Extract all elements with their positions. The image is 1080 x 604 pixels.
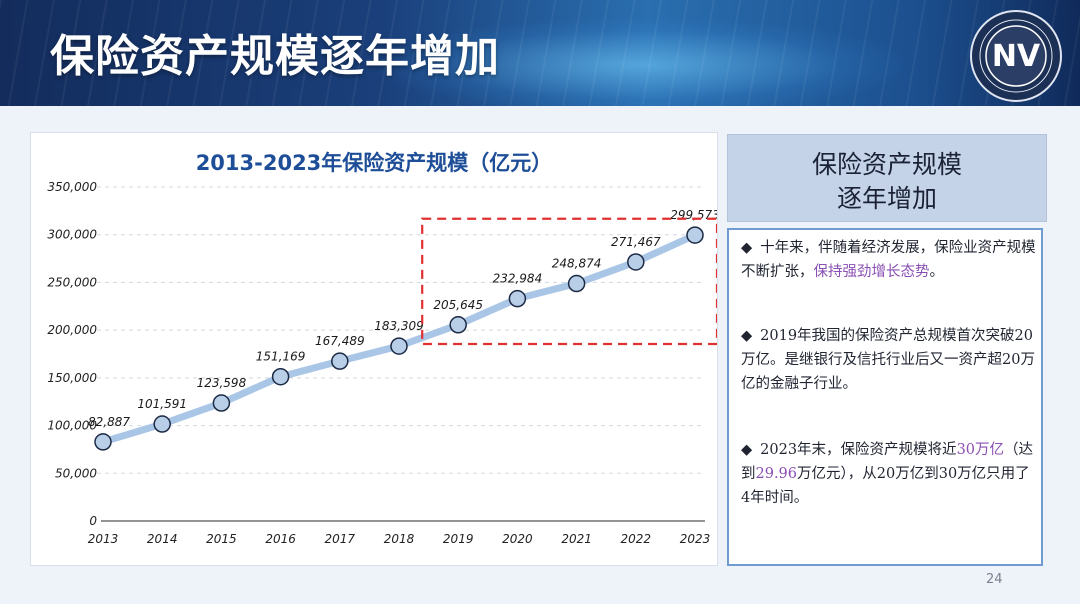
header-banner (0, 0, 1080, 106)
data-point (331, 352, 349, 370)
diamond-bullet-icon: ◆ (741, 328, 753, 344)
data-point (271, 367, 290, 386)
data-point (686, 226, 704, 244)
line-chart: 0 50,000 100,000 150,000 200,000 250,000 300,0… (47, 180, 717, 546)
data-point (508, 289, 527, 308)
y-tick-label: 100,000 (47, 419, 97, 433)
bullet-3-mid: （达到 (741, 442, 1034, 482)
data-point (212, 394, 231, 412)
diamond-bullet-icon: ◆ (741, 240, 753, 256)
data-label: 205,645 (433, 298, 483, 312)
diamond-bullet-icon: ◆ (741, 442, 753, 458)
data-label: 167,489 (315, 334, 365, 348)
x-tick-label: 2016 (265, 532, 296, 546)
data-label: 299,573 (670, 208, 717, 222)
x-tick-label: 2019 (443, 532, 474, 546)
data-label: 248,874 (552, 257, 602, 271)
bullet-1-text: 十年来，伴随着经济发展，保险业资产规模不断扩张， (741, 240, 1036, 280)
data-point (449, 316, 467, 334)
page-number: 24 (986, 572, 1003, 587)
y-tick-label: 150,000 (47, 371, 97, 385)
data-label: 101,591 (137, 397, 187, 411)
bullet-list: ◆ 十年来，伴随着经济发展，保险业资产规模不断扩张，保持强劲增长态势。 ◆ 2019… (727, 228, 1043, 566)
data-point (627, 253, 645, 271)
banner-glow (380, 20, 900, 106)
y-tick-label: 350,000 (47, 180, 97, 194)
y-tick-label: 200,000 (47, 323, 97, 337)
y-tick-label: 0 (89, 514, 97, 528)
x-tick-label: 2018 (384, 532, 415, 546)
bullet-2-text: 2019年我国的保险资产总规模首次突破20万亿。是继银行及信托行业后又一资产超2… (741, 328, 1035, 392)
x-tick-label: 2014 (147, 532, 178, 546)
side-heading-line-1: 保险资产规模 (811, 150, 962, 179)
side-heading-box: 保险资产规模 逐年增加 (727, 134, 1047, 222)
logo-letters: NV (992, 39, 1041, 74)
data-point (153, 415, 171, 433)
banner-texture (0, 0, 1080, 106)
data-point (567, 274, 586, 293)
x-tick-label: 2023 (680, 532, 711, 546)
y-tick-label: 250,000 (47, 275, 97, 289)
data-label: 151,169 (256, 350, 306, 364)
x-tick-label: 2013 (88, 532, 119, 546)
data-label: 183,309 (374, 319, 424, 333)
y-tick-label: 300,000 (47, 228, 97, 242)
x-tick-label: 2015 (206, 532, 237, 546)
x-tick-label: 2021 (561, 532, 592, 546)
institute-logo: NV (970, 10, 1062, 102)
y-tick-label: 50,000 (55, 466, 97, 480)
side-heading-line-2: 逐年增加 (836, 184, 937, 213)
x-tick-label: 2022 (621, 532, 652, 546)
chart-title: 2013-2023年保险资产规模（亿元） (195, 151, 553, 175)
bullet-item-1: ◆ 十年来，伴随着经济发展，保险业资产规模不断扩张，保持强劲增长态势。 (741, 236, 1037, 284)
bullet-3-text: 2023年末，保险资产规模将近 (760, 442, 957, 458)
data-point (94, 433, 112, 451)
page-title: 保险资产规模逐年增加 (50, 31, 500, 82)
x-tick-label: 2017 (325, 532, 356, 546)
bullet-3-highlight-2: 29.96 (755, 466, 798, 482)
data-label: 123,598 (197, 376, 247, 390)
x-tick-label: 2020 (502, 532, 533, 546)
data-point (390, 337, 408, 355)
chart-panel: 2013-2023年保险资产规模（亿元） 0 50,000 100,000 150,0… (30, 132, 718, 566)
bullet-1-end: 。 (929, 264, 945, 280)
bullet-1-highlight: 保持强劲增长态势 (813, 264, 930, 280)
bullet-item-2: ◆ 2019年我国的保险资产总规模首次突破20万亿。是继银行及信托行业后又一资产超… (741, 324, 1037, 396)
bullet-3-end: 万亿元），从20万亿到30万亿只用了4年时间。 (741, 466, 1030, 506)
bullet-item-3: ◆ 2023年末，保险资产规模将近30万亿（达到29.96万亿元），从20万亿到3… (741, 438, 1037, 510)
bullet-3-highlight: 30万亿 (956, 442, 1005, 458)
data-label: 232,984 (493, 272, 543, 286)
data-label: 82,887 (88, 415, 130, 429)
data-label: 271,467 (611, 235, 661, 249)
